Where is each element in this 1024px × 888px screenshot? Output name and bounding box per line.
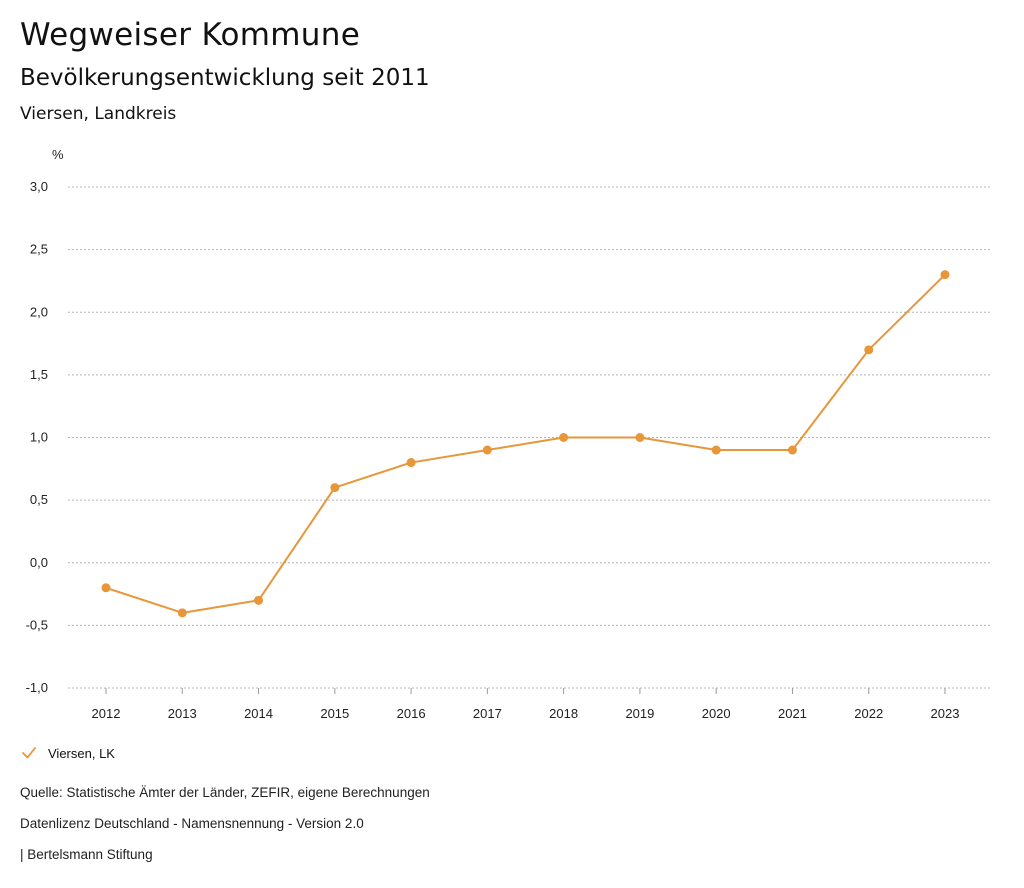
data-point[interactable] [254,595,264,605]
data-point[interactable] [711,445,721,455]
x-tick-label: 2019 [625,706,654,721]
source-note: Quelle: Statistische Ämter der Länder, Z… [20,785,430,800]
y-tick-label: 1,0 [30,430,48,445]
data-point[interactable] [101,583,111,593]
publisher-note: | Bertelsmann Stiftung [20,847,153,862]
data-point[interactable] [864,345,874,355]
x-tick-label: 2017 [473,706,502,721]
data-point[interactable] [787,445,797,455]
y-tick-label: 2,0 [30,304,48,319]
data-point[interactable] [559,433,569,442]
y-tick-label: 0,0 [30,555,48,570]
license-note: Datenlizenz Deutschland - Namensnennung … [20,816,364,831]
data-point[interactable] [635,433,645,442]
data-point[interactable] [940,270,950,280]
data-point[interactable] [177,608,187,618]
y-tick-label: 3,0 [30,179,48,194]
x-tick-label: 2021 [778,706,807,721]
y-tick-label: 2,5 [30,242,48,257]
chart-subtitle: Bevölkerungsentwicklung seit 2011 [20,65,430,91]
legend-label: Viersen, LK [48,745,115,761]
x-tick-label: 2018 [549,706,578,721]
data-point[interactable] [330,483,340,493]
y-tick-label: -0,5 [26,617,48,632]
line-chart: % 3,0 2,5 2,0 1,5 1,0 0,5 0,0 -0,5 -1,0 2012 2013… [26,147,990,721]
x-tick-label: 2023 [931,706,960,721]
y-tick-label: -1,0 [26,680,48,695]
x-tick-label: 2022 [854,706,883,721]
x-tick-label: 2016 [397,706,426,721]
y-tick-label: 1,5 [30,367,48,382]
data-point[interactable] [406,458,416,468]
x-tick-label: 2012 [92,706,121,721]
check-icon [22,747,36,759]
x-tick-label: 2020 [702,706,731,721]
chart-title: Wegweiser Kommune [20,17,361,53]
series-line [105,273,946,614]
y-axis-unit-label: % [52,147,64,162]
x-tick-label: 2015 [320,706,349,721]
data-point[interactable] [482,445,492,455]
x-tick-label: 2013 [168,706,197,721]
legend-item-viersen[interactable]: Viersen, LK [20,744,115,762]
region-label: Viersen, Landkreis [20,104,177,124]
y-tick-label: 0,5 [30,492,48,507]
x-tick-label: 2014 [244,706,273,721]
